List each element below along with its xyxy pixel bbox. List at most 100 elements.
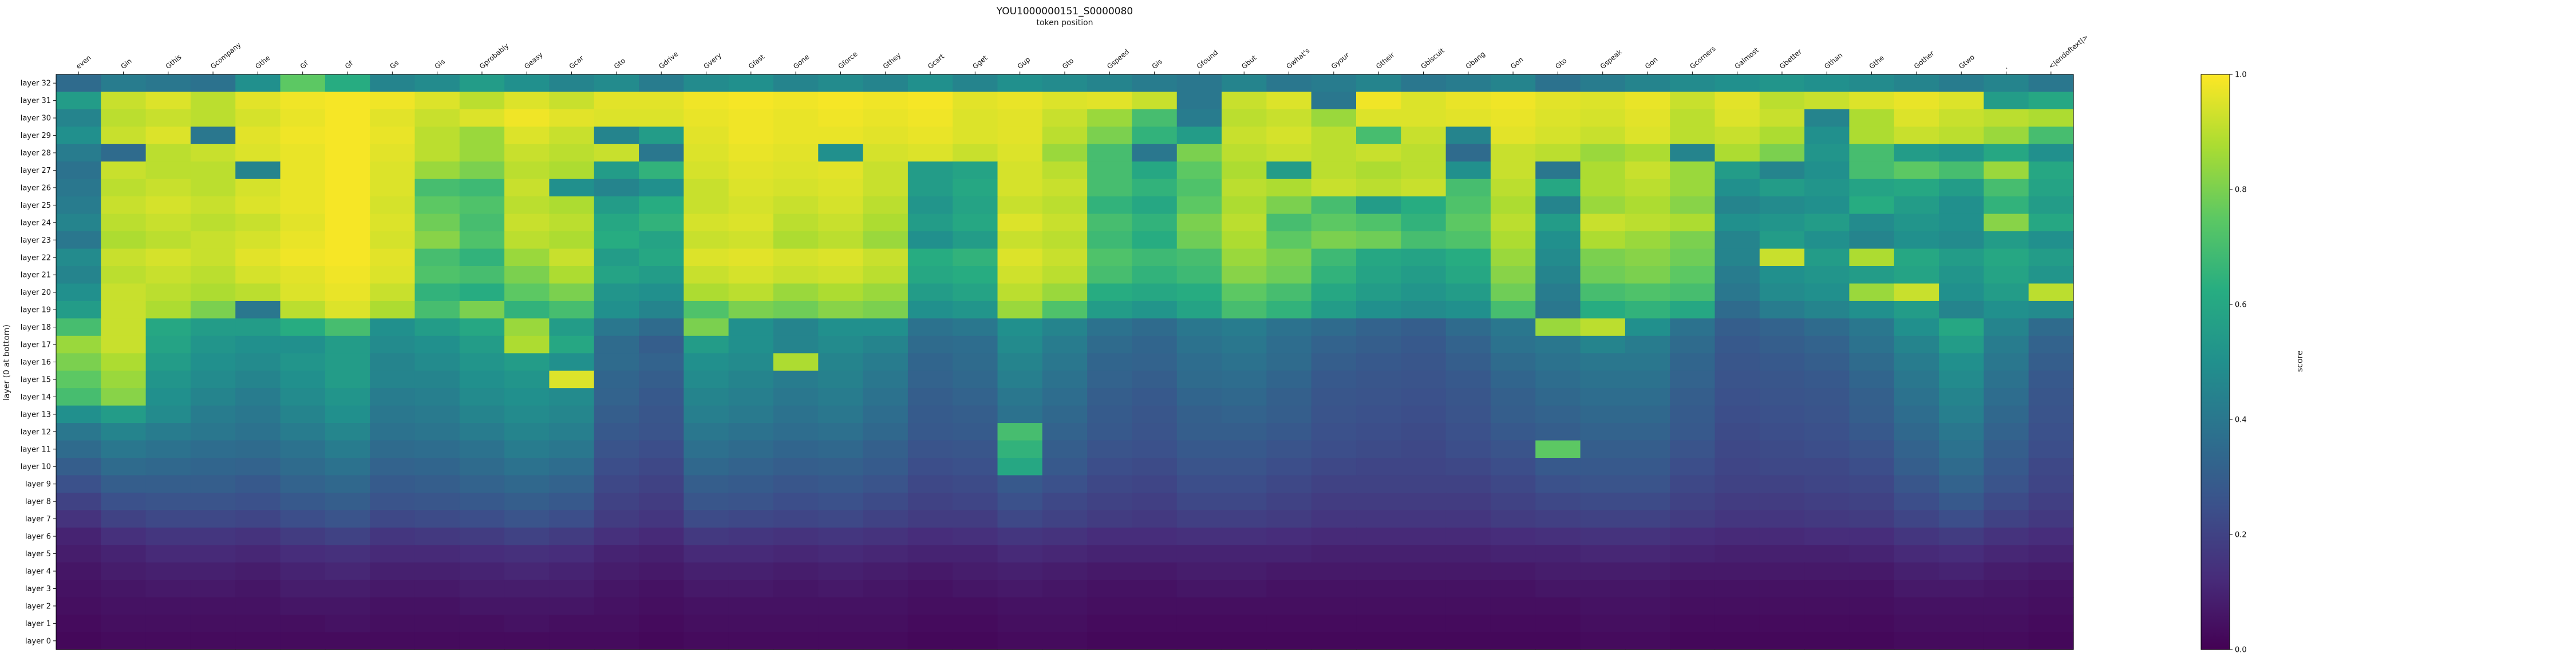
heatmap-cell bbox=[1176, 440, 1222, 458]
heatmap-cell bbox=[414, 580, 460, 598]
heatmap-cell bbox=[414, 161, 460, 180]
heatmap-cell bbox=[1401, 266, 1447, 284]
heatmap-cell bbox=[1625, 440, 1670, 458]
heatmap-cell bbox=[1939, 405, 1984, 423]
heatmap-cell bbox=[1714, 545, 1760, 563]
heatmap-cell bbox=[728, 335, 774, 354]
heatmap-cell bbox=[1535, 318, 1581, 337]
heatmap-cell bbox=[997, 615, 1043, 633]
x-tick-label: . bbox=[2002, 63, 2009, 70]
heatmap-cell bbox=[2028, 353, 2074, 371]
heatmap-cell bbox=[1580, 196, 1626, 215]
heatmap-cell bbox=[1132, 597, 1178, 615]
heatmap-cell bbox=[1670, 266, 1716, 284]
heatmap-cell bbox=[1222, 545, 1267, 563]
heatmap-cell bbox=[101, 92, 147, 110]
heatmap-cell bbox=[863, 179, 908, 197]
heatmap-cell bbox=[1266, 475, 1312, 493]
heatmap-cell bbox=[280, 300, 326, 319]
heatmap-cell bbox=[101, 597, 147, 615]
heatmap-cell bbox=[907, 527, 953, 545]
heatmap-cell bbox=[1714, 109, 1760, 127]
heatmap-cell bbox=[594, 74, 639, 93]
heatmap-cell bbox=[1535, 440, 1581, 458]
heatmap-cell bbox=[504, 248, 550, 267]
heatmap-cell bbox=[1625, 527, 1670, 545]
heatmap-cell bbox=[1042, 615, 1088, 633]
heatmap-cell bbox=[683, 126, 729, 145]
heatmap-cell bbox=[997, 92, 1043, 110]
heatmap-cell bbox=[594, 458, 639, 476]
heatmap-cell bbox=[459, 580, 505, 598]
heatmap-cell bbox=[1894, 510, 1939, 528]
heatmap-cell bbox=[459, 283, 505, 302]
heatmap-cell bbox=[1311, 492, 1357, 510]
heatmap-cell bbox=[1490, 353, 1536, 371]
heatmap-cell bbox=[1849, 283, 1895, 302]
heatmap-cell bbox=[1759, 510, 1805, 528]
heatmap-cell bbox=[280, 405, 326, 423]
heatmap-cell bbox=[1535, 196, 1581, 215]
heatmap-cell bbox=[145, 126, 191, 145]
heatmap-cell bbox=[1894, 458, 1939, 476]
heatmap-cell bbox=[370, 370, 416, 389]
heatmap-cell bbox=[549, 527, 595, 545]
heatmap-cell bbox=[1087, 318, 1133, 337]
heatmap-cell bbox=[370, 213, 416, 232]
heatmap-cell bbox=[1087, 335, 1133, 354]
heatmap-cell bbox=[190, 440, 236, 458]
heatmap-cell bbox=[1984, 74, 2029, 93]
heatmap-cell bbox=[414, 423, 460, 441]
heatmap-cell bbox=[1670, 126, 1716, 145]
heatmap-cell bbox=[235, 597, 281, 615]
heatmap-cell bbox=[1042, 231, 1088, 250]
y-tick-label: layer 7 bbox=[25, 515, 51, 524]
heatmap-cell bbox=[1984, 405, 2029, 423]
heatmap-cell bbox=[1759, 458, 1805, 476]
heatmap-cell bbox=[1490, 388, 1536, 406]
heatmap-cell bbox=[459, 179, 505, 197]
heatmap-cell bbox=[594, 580, 639, 598]
heatmap-cell bbox=[907, 213, 953, 232]
heatmap-cell bbox=[414, 370, 460, 389]
heatmap-cell bbox=[728, 126, 774, 145]
heatmap-cell bbox=[728, 92, 774, 110]
heatmap-cell bbox=[101, 562, 147, 580]
heatmap-cell bbox=[1176, 388, 1222, 406]
heatmap-cell bbox=[280, 266, 326, 284]
heatmap-cell bbox=[1087, 92, 1133, 110]
heatmap-cell bbox=[907, 632, 953, 650]
heatmap-cell bbox=[1759, 74, 1805, 93]
heatmap-cell bbox=[1490, 161, 1536, 180]
heatmap-cell bbox=[1042, 335, 1088, 354]
heatmap-cell bbox=[863, 161, 908, 180]
heatmap-cell bbox=[1984, 92, 2029, 110]
heatmap-cell bbox=[2028, 318, 2074, 337]
heatmap-cell bbox=[728, 492, 774, 510]
x-tick-label: Gs bbox=[388, 59, 400, 71]
heatmap-cell bbox=[549, 388, 595, 406]
heatmap-cell bbox=[325, 562, 370, 580]
heatmap-cell bbox=[370, 405, 416, 423]
heatmap-cell bbox=[1849, 161, 1895, 180]
heatmap-cell bbox=[907, 405, 953, 423]
heatmap-cell bbox=[1401, 92, 1447, 110]
heatmap-cell bbox=[1535, 580, 1581, 598]
heatmap-cell bbox=[459, 196, 505, 215]
heatmap-cell bbox=[325, 527, 370, 545]
heatmap-cell bbox=[1132, 300, 1178, 319]
heatmap-cell bbox=[459, 545, 505, 563]
x-tick-label: Gup bbox=[1016, 56, 1032, 70]
heatmap-cell bbox=[1984, 423, 2029, 441]
heatmap-cell bbox=[56, 283, 101, 302]
heatmap-cell bbox=[235, 492, 281, 510]
heatmap-cell bbox=[1176, 562, 1222, 580]
heatmap-cell bbox=[1939, 388, 1984, 406]
heatmap-cell bbox=[1625, 126, 1670, 145]
heatmap-cell bbox=[1356, 492, 1401, 510]
heatmap-cell bbox=[1311, 161, 1357, 180]
heatmap-cell bbox=[683, 179, 729, 197]
heatmap-cell bbox=[414, 405, 460, 423]
heatmap-cell bbox=[1625, 300, 1670, 319]
heatmap-cell bbox=[1266, 283, 1312, 302]
